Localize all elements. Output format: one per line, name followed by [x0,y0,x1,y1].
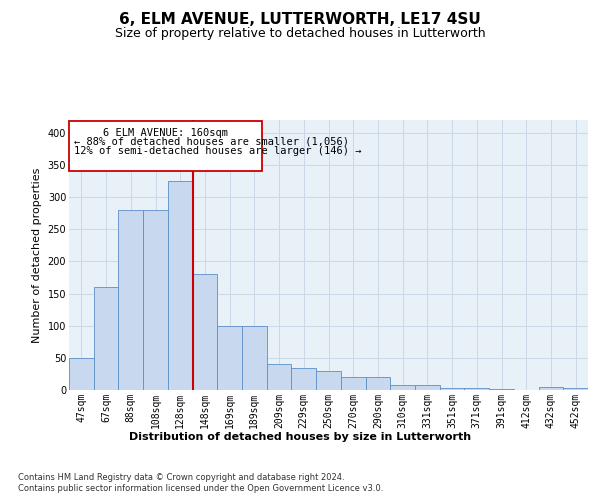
Bar [489,388,514,390]
Bar [242,326,267,390]
Bar [267,364,292,390]
Bar [193,274,217,390]
Bar [70,122,262,172]
Bar [440,388,464,390]
Bar [316,370,341,390]
Y-axis label: Number of detached properties: Number of detached properties [32,168,42,342]
Text: 6, ELM AVENUE, LUTTERWORTH, LE17 4SU: 6, ELM AVENUE, LUTTERWORTH, LE17 4SU [119,12,481,28]
Text: Size of property relative to detached houses in Lutterworth: Size of property relative to detached ho… [115,28,485,40]
Text: 6 ELM AVENUE: 160sqm: 6 ELM AVENUE: 160sqm [103,128,228,138]
Text: Contains HM Land Registry data © Crown copyright and database right 2024.: Contains HM Land Registry data © Crown c… [18,472,344,482]
Text: Distribution of detached houses by size in Lutterworth: Distribution of detached houses by size … [129,432,471,442]
Text: 12% of semi-detached houses are larger (146) →: 12% of semi-detached houses are larger (… [74,146,361,156]
Bar [341,377,365,390]
Bar [464,388,489,390]
Bar [539,387,563,390]
Bar [168,181,193,390]
Bar [292,368,316,390]
Text: Contains public sector information licensed under the Open Government Licence v3: Contains public sector information licen… [18,484,383,493]
Bar [69,358,94,390]
Bar [118,210,143,390]
Bar [217,326,242,390]
Text: ← 88% of detached houses are smaller (1,056): ← 88% of detached houses are smaller (1,… [74,136,349,146]
Bar [143,210,168,390]
Bar [390,385,415,390]
Bar [94,287,118,390]
Bar [415,385,440,390]
Bar [563,388,588,390]
Bar [365,377,390,390]
